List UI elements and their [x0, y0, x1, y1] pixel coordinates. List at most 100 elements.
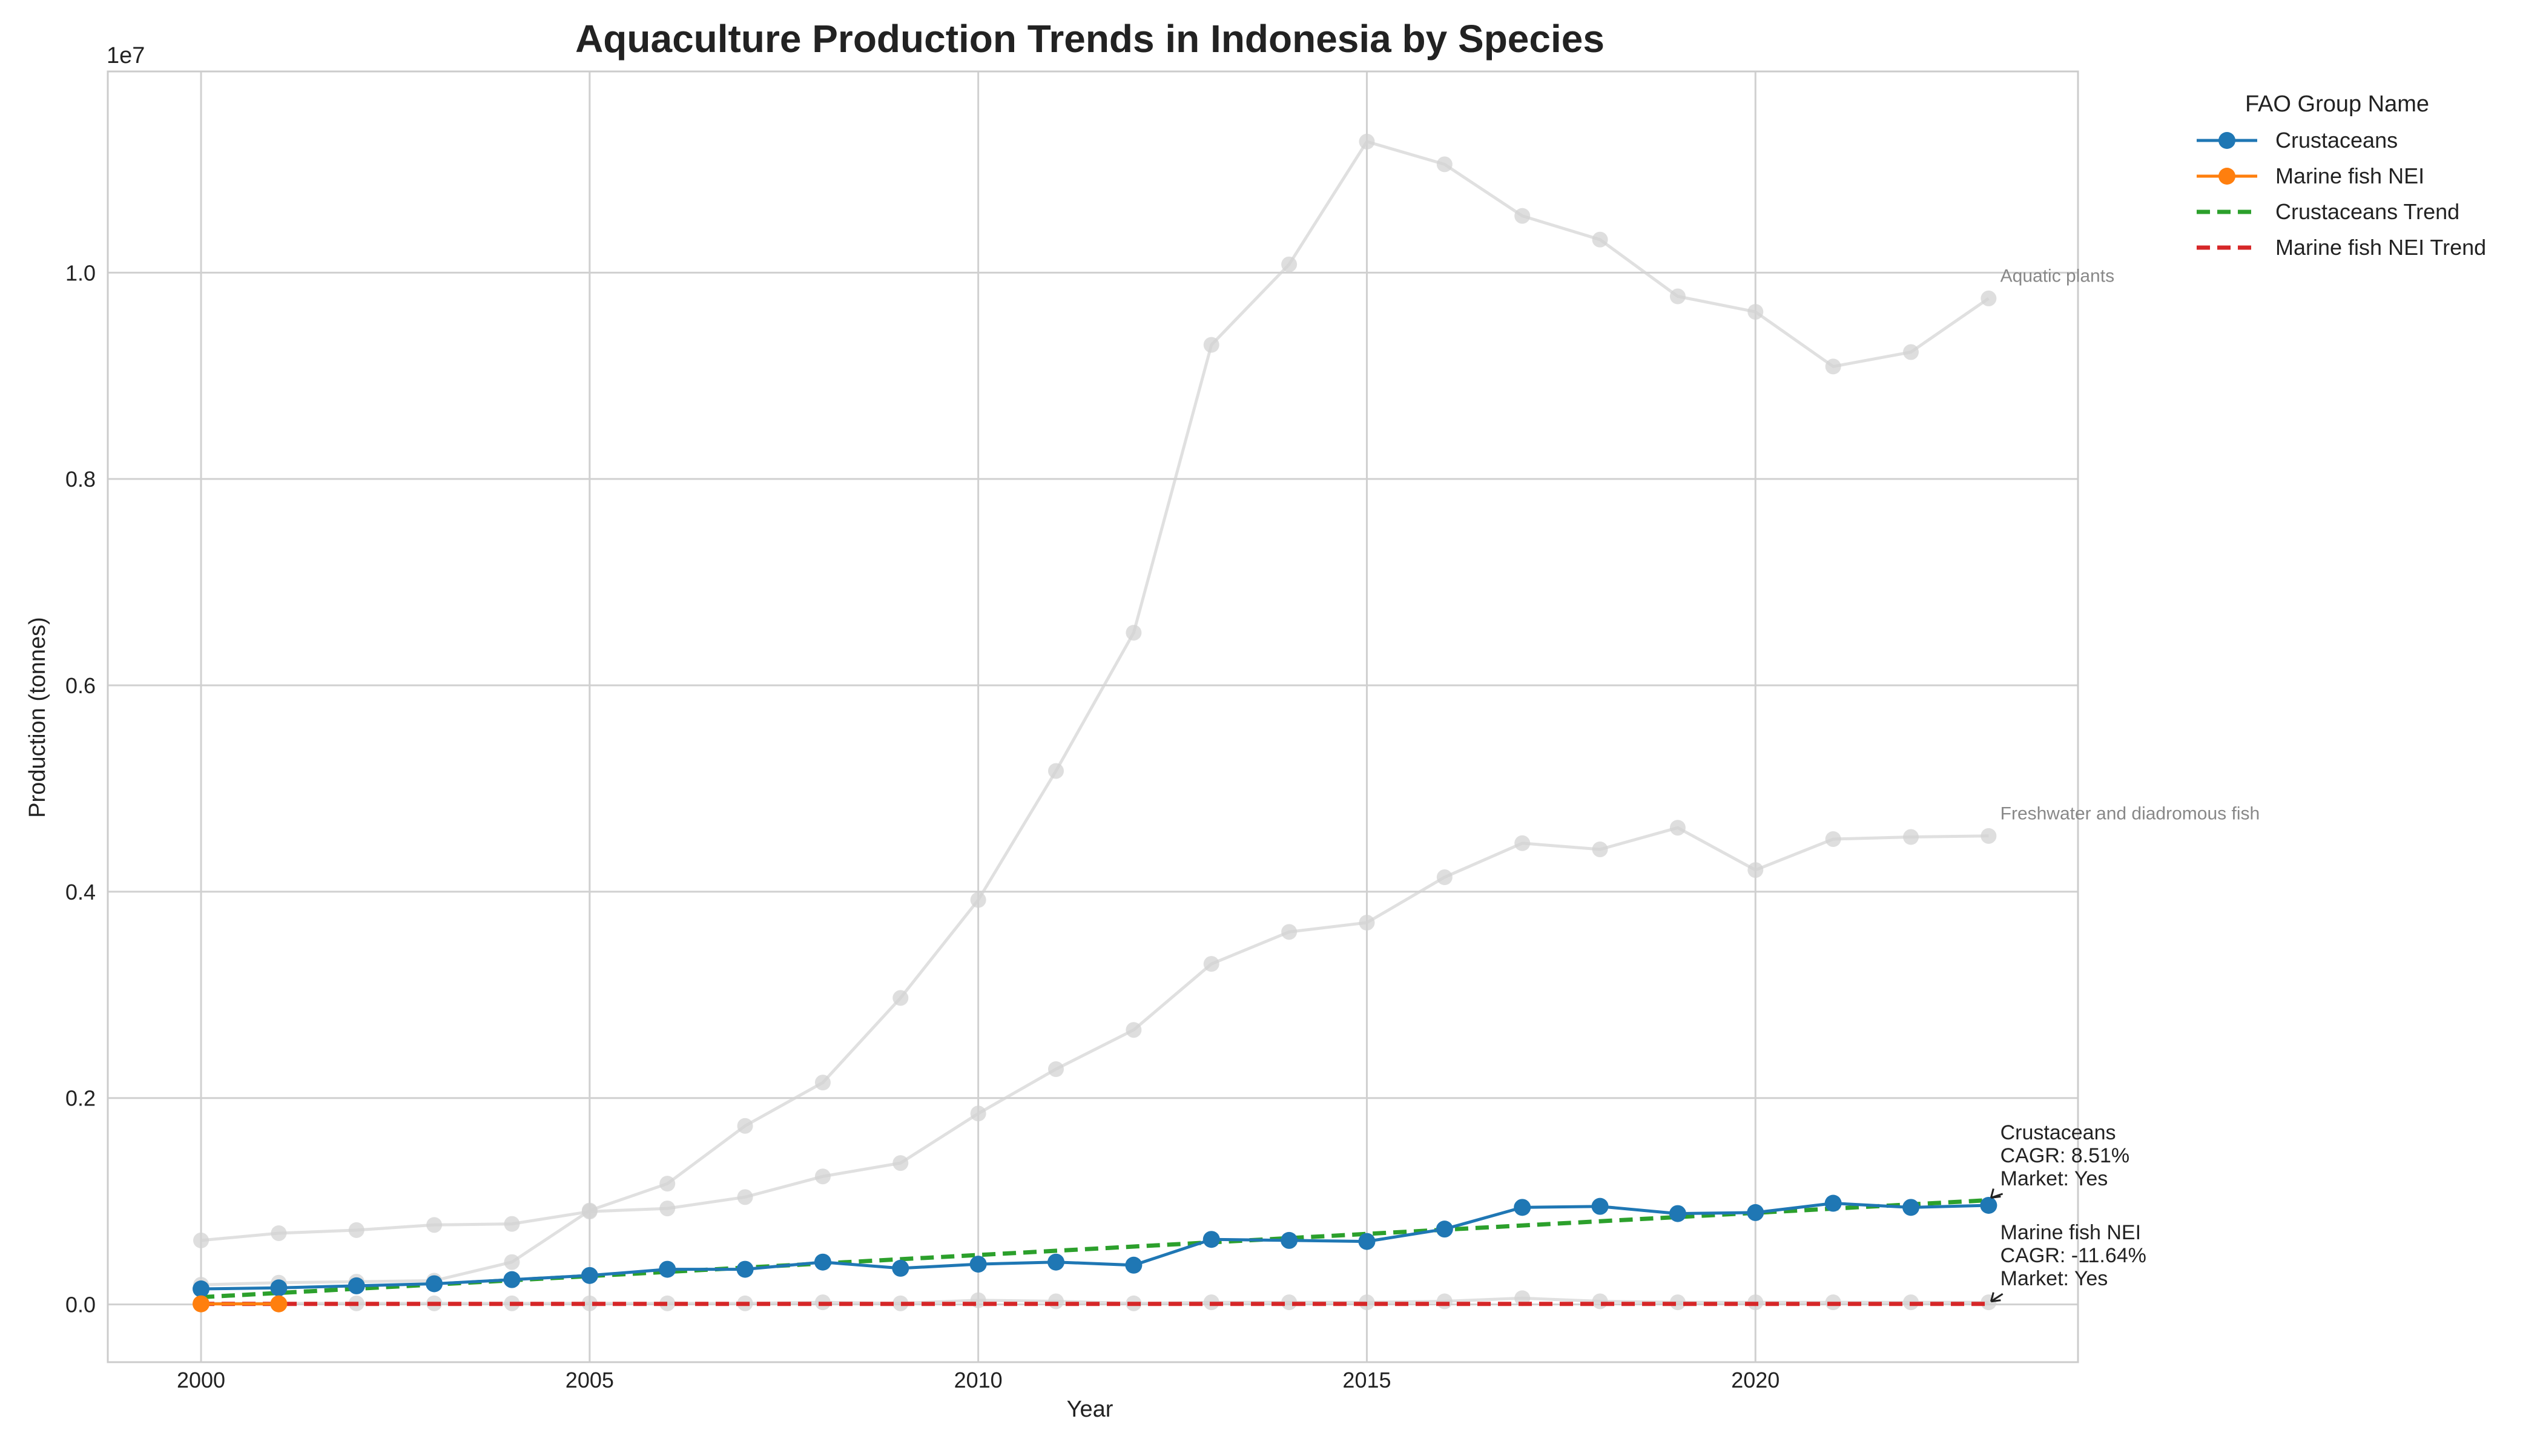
data-point-aquatic-plants — [737, 1118, 753, 1134]
data-point-crustaceans — [1358, 1233, 1376, 1250]
data-point-freshwater-and-diadromous-fish — [659, 1201, 676, 1217]
data-point-freshwater-and-diadromous-fish — [426, 1217, 443, 1233]
data-point-crustaceans — [1747, 1204, 1764, 1221]
data-point-aquatic-plants — [970, 892, 986, 908]
series-line-freshwater-and-diadromous-fish — [200, 826, 1989, 1242]
data-point-aquatic-plants — [1203, 337, 1219, 353]
data-point-aquatic-plants — [1281, 256, 1298, 272]
data-point-marine-fish-background — [1281, 1294, 1298, 1311]
data-point-crustaceans — [1125, 1256, 1143, 1274]
annotation-text: Market: Yes — [2000, 1267, 2108, 1290]
data-point-aquatic-plants — [814, 1075, 831, 1091]
data-point-freshwater-and-diadromous-fish — [892, 1155, 909, 1171]
annotation-arrowhead — [1990, 1188, 2001, 1199]
y-tick-label: 1.0 — [65, 260, 96, 285]
data-point-aquatic-plants — [1825, 358, 1841, 375]
y-tick-label: 0.0 — [65, 1293, 96, 1317]
x-tick-label: 2010 — [954, 1368, 1003, 1392]
data-point-freshwater-and-diadromous-fish — [271, 1225, 287, 1241]
data-point-marine-fish-background — [1669, 1294, 1686, 1311]
data-point-marine-fish-background — [1048, 1293, 1064, 1309]
data-point-freshwater-and-diadromous-fish — [504, 1216, 520, 1232]
x-tick-label: 2020 — [1731, 1368, 1779, 1392]
data-point-crustaceans — [1824, 1194, 1842, 1212]
legend-entry: Crustaceans Trend — [2275, 199, 2459, 224]
annotation-text: CAGR: 8.51% — [2000, 1144, 2130, 1167]
series-line-crustaceans — [200, 1201, 1989, 1291]
data-point-marine-fish-background — [581, 1295, 598, 1311]
data-point-freshwater-and-diadromous-fish — [1669, 820, 1686, 836]
data-point-freshwater-and-diadromous-fish — [1903, 829, 1919, 845]
data-point-marine-fish-background — [1436, 1293, 1453, 1309]
data-point-crustaceans — [659, 1260, 676, 1278]
data-point-crustaceans — [1669, 1205, 1686, 1222]
background-series-label: Aquatic plants — [2000, 266, 2114, 286]
data-point-freshwater-and-diadromous-fish — [1281, 924, 1298, 940]
x-tick-label: 2000 — [177, 1368, 225, 1392]
data-point-freshwater-and-diadromous-fish — [348, 1222, 364, 1238]
background-series-label: Freshwater and diadromous fish — [2000, 804, 2260, 824]
y-tick-label: 0.6 — [65, 673, 96, 698]
y-axis-label: Production (tonnes) — [25, 617, 50, 818]
legend-marker — [2218, 168, 2235, 185]
data-point-marine-fish-nei — [270, 1295, 288, 1313]
data-point-aquatic-plants — [892, 990, 909, 1006]
data-point-aquatic-plants — [1592, 231, 1608, 248]
legend-marker — [2218, 132, 2235, 149]
data-point-crustaceans — [736, 1260, 754, 1278]
plot-frame — [107, 70, 2079, 1363]
legend-title: FAO Group Name — [2245, 91, 2429, 117]
legend-entry: Marine fish NEI — [2275, 163, 2424, 188]
legend: FAO Group Name Crustaceans Marine fish NE… — [2197, 91, 2486, 260]
data-point-crustaceans — [1281, 1231, 1298, 1249]
data-point-aquatic-plants — [504, 1254, 520, 1270]
data-point-freshwater-and-diadromous-fish — [1592, 841, 1608, 857]
data-point-freshwater-and-diadromous-fish — [1747, 862, 1764, 878]
annotation-text: CAGR: -11.64% — [2000, 1244, 2146, 1267]
data-point-freshwater-and-diadromous-fish — [1825, 831, 1841, 847]
data-point-freshwater-and-diadromous-fish — [970, 1105, 986, 1122]
data-point-aquatic-plants — [1669, 288, 1686, 305]
data-point-aquatic-plants — [1359, 133, 1375, 150]
data-point-aquatic-plants — [1903, 344, 1919, 360]
data-point-freshwater-and-diadromous-fish — [581, 1204, 598, 1220]
data-point-crustaceans — [348, 1277, 365, 1294]
data-point-freshwater-and-diadromous-fish — [814, 1168, 831, 1185]
data-point-marine-fish-background — [892, 1295, 909, 1311]
data-point-aquatic-plants — [1981, 290, 1997, 306]
data-point-crustaceans — [1202, 1231, 1220, 1248]
legend-entry: Crustaceans — [2275, 128, 2398, 153]
data-point-crustaceans — [814, 1253, 831, 1271]
legend-entry: Marine fish NEI Trend — [2275, 235, 2486, 260]
y-tick-label: 0.8 — [65, 467, 96, 492]
data-point-crustaceans — [270, 1279, 288, 1297]
annotations: Aquatic plants Freshwater and diadromous … — [1990, 266, 2260, 1303]
data-point-freshwater-and-diadromous-fish — [1359, 914, 1375, 931]
x-tick-label: 2015 — [1342, 1368, 1391, 1392]
data-point-aquatic-plants — [1514, 208, 1531, 224]
data-point-marine-fish-background — [1592, 1293, 1608, 1309]
highlight-series — [193, 1194, 1997, 1313]
data-point-crustaceans — [1591, 1197, 1609, 1215]
data-point-aquatic-plants — [1126, 625, 1142, 641]
y-tick-label: 0.4 — [65, 880, 96, 904]
data-point-crustaceans — [1980, 1196, 1997, 1214]
data-point-freshwater-and-diadromous-fish — [1126, 1022, 1142, 1038]
data-point-crustaceans — [1514, 1199, 1531, 1216]
data-point-crustaceans — [426, 1275, 443, 1293]
annotation-arrowhead — [1990, 1292, 2001, 1303]
data-point-freshwater-and-diadromous-fish — [1981, 828, 1997, 844]
y-tick-label: 0.2 — [65, 1086, 96, 1111]
data-point-freshwater-and-diadromous-fish — [1203, 956, 1219, 972]
data-point-crustaceans — [1436, 1220, 1453, 1238]
data-point-freshwater-and-diadromous-fish — [193, 1232, 209, 1248]
data-point-crustaceans — [969, 1256, 987, 1273]
data-point-crustaceans — [892, 1259, 909, 1277]
data-point-marine-fish-background — [659, 1295, 676, 1311]
data-point-crustaceans — [1902, 1199, 1920, 1216]
data-point-crustaceans — [193, 1280, 210, 1297]
data-point-freshwater-and-diadromous-fish — [737, 1189, 753, 1205]
axis-ticks: 2000 2005 2010 2015 2020 0.0 0.2 0.4 0.6 0.8 1.0 — [65, 260, 1779, 1392]
